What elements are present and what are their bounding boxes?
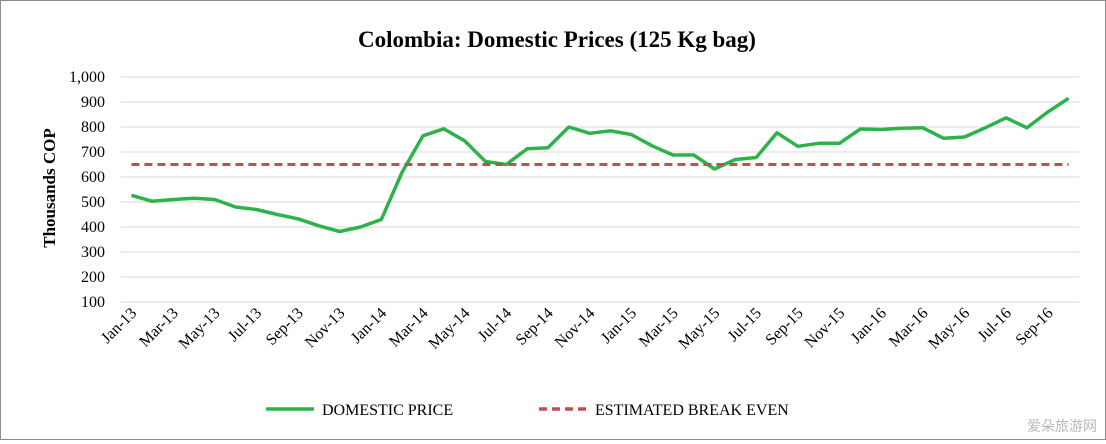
x-tick-label-jul-15: Jul-15: [725, 305, 765, 345]
x-tick-label-jan-15: Jan-15: [598, 305, 640, 347]
y-tick-label-900: 900: [81, 94, 105, 111]
y-tick-label-400: 400: [81, 219, 105, 236]
x-tick-label-sep-13: Sep-13: [263, 305, 307, 349]
x-tick-label-jan-13: Jan-13: [98, 305, 140, 347]
x-tick-label-jul-14: Jul-14: [475, 305, 515, 345]
x-tick-label-sep-14: Sep-14: [513, 305, 557, 349]
legend-label-domestic-price: DOMESTIC PRICE: [322, 402, 453, 419]
x-tick-label-may-15: May-15: [676, 305, 724, 353]
watermark-text: 爱朵旅游网: [1027, 419, 1097, 435]
chart-title: Colombia: Domestic Prices (125 Kg bag): [358, 27, 756, 52]
x-tick-label-mar-13: Mar-13: [136, 305, 182, 351]
x-tick-label-may-16: May-16: [925, 305, 973, 353]
legend-label-estimated-break-even: ESTIMATED BREAK EVEN: [595, 402, 789, 419]
x-tick-label-mar-14: Mar-14: [386, 305, 432, 351]
y-tick-label-100: 100: [81, 294, 105, 311]
y-axis-label: Thousands COP: [40, 128, 59, 248]
y-tick-label-500: 500: [81, 194, 105, 211]
y-tick-label-1000: 1,000: [69, 69, 105, 86]
gridlines: [121, 76, 1079, 303]
x-tick-label-nov-15: Nov-15: [802, 305, 849, 352]
x-tick-label-may-14: May-14: [426, 305, 474, 353]
y-tick-label-700: 700: [81, 144, 105, 161]
x-tick-label-sep-15: Sep-15: [763, 305, 807, 349]
legend: DOMESTIC PRICE ESTIMATED BREAK EVEN: [266, 402, 789, 419]
y-tick-label-300: 300: [81, 244, 105, 261]
x-tick-label-mar-15: Mar-15: [636, 305, 682, 351]
y-axis-ticks: 100 200 300 400 500 600 700 800 900 1,000: [69, 69, 105, 311]
x-tick-label-nov-14: Nov-14: [552, 305, 599, 352]
x-tick-label-jul-13: Jul-13: [225, 305, 265, 345]
series-lines: [130, 96, 1070, 234]
series-line-domestic-price: [130, 96, 1070, 234]
y-tick-label-200: 200: [81, 269, 105, 286]
x-tick-label-jul-16: Jul-16: [975, 305, 1015, 345]
x-tick-label-sep-16: Sep-16: [1013, 305, 1057, 349]
y-tick-label-600: 600: [81, 169, 105, 186]
x-tick-label-jan-16: Jan-16: [848, 305, 890, 347]
x-tick-label-jan-14: Jan-14: [348, 305, 390, 347]
x-tick-label-may-13: May-13: [176, 305, 224, 353]
x-tick-label-mar-16: Mar-16: [886, 305, 932, 351]
x-tick-label-nov-13: Nov-13: [302, 305, 349, 352]
y-tick-label-800: 800: [81, 119, 105, 136]
